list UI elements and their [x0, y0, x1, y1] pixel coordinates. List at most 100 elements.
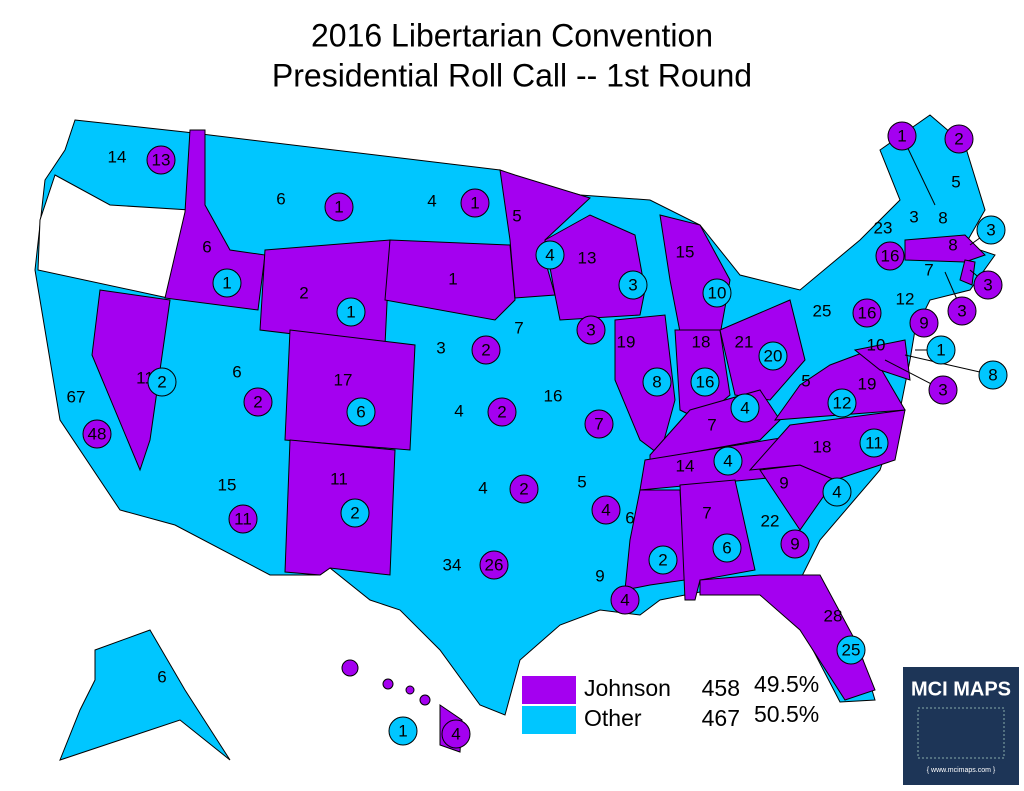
delegate-count: 8 [938, 208, 947, 227]
delegate-count: 48 [88, 424, 107, 443]
delegate-count: 4 [832, 482, 841, 501]
count-circle [978, 360, 1008, 390]
count-circle [859, 428, 889, 458]
delegate-count: 2 [253, 392, 262, 411]
count-circle [591, 495, 621, 525]
state [284, 329, 416, 451]
delegate-count: 3 [628, 275, 637, 294]
delegate-count: 1 [398, 721, 407, 740]
state [284, 439, 396, 576]
delegate-count: 2 [157, 372, 166, 391]
island [405, 685, 415, 695]
count-circle [471, 335, 501, 365]
delegate-count: 9 [790, 534, 799, 553]
legend-label: Johnson [584, 675, 671, 701]
delegate-count: 10 [867, 335, 886, 354]
delegate-count: 2 [954, 129, 963, 148]
count-circle [909, 308, 939, 338]
state [959, 259, 976, 286]
count-circle [340, 498, 370, 528]
state [853, 339, 911, 381]
delegate-count: 2 [497, 402, 506, 421]
count-circle [690, 367, 720, 397]
count-circle [460, 188, 490, 218]
count-circle [584, 409, 614, 439]
delegate-count: 5 [577, 472, 586, 491]
delegate-count: 7 [594, 414, 603, 433]
count-circle [346, 397, 376, 427]
count-circle [730, 393, 760, 423]
delegate-count: 5 [801, 371, 810, 390]
delegate-count: 16 [696, 372, 715, 391]
delegate-count: 15 [676, 242, 695, 261]
delegate-count: 14 [676, 456, 695, 475]
delegate-count: 7 [702, 503, 711, 522]
delegate-count: 2 [519, 479, 528, 498]
legend-count: 467 [702, 705, 740, 731]
delegate-count: 8 [948, 235, 957, 254]
delegate-count: 23 [874, 218, 893, 237]
delegate-count: 34 [443, 555, 462, 574]
delegate-count: 11 [234, 509, 252, 528]
delegate-count: 3 [983, 275, 992, 294]
delegate-count: 4 [451, 724, 460, 743]
delegate-count: 5 [512, 206, 521, 225]
state [384, 239, 516, 321]
count-circle [928, 375, 958, 405]
count-circle [702, 278, 732, 308]
count-circle [947, 296, 977, 326]
delegate-count: 22 [761, 511, 780, 530]
delegate-count: 15 [218, 475, 237, 494]
count-circle [388, 716, 418, 746]
logo-box [903, 667, 1019, 785]
count-circle [887, 121, 917, 151]
delegate-count: 1 [470, 193, 479, 212]
count-circle [758, 341, 788, 371]
delegate-count: 11 [865, 433, 883, 452]
delegate-count: 25 [842, 640, 861, 659]
state [699, 574, 876, 701]
delegate-count: 7 [924, 260, 933, 279]
count-circle [642, 367, 672, 397]
logo: MCI MAPS { www.mcimaps.com } [903, 667, 1019, 785]
delegate-count: 8 [988, 365, 997, 384]
delegate-count: 25 [813, 301, 832, 320]
delegate-count: 16 [544, 386, 563, 405]
count-circle [147, 367, 177, 397]
count-circle [487, 397, 517, 427]
delegate-count: 2 [350, 503, 359, 522]
count-circle [926, 335, 956, 365]
delegate-count: 2 [481, 340, 490, 359]
delegate-count: 14 [108, 147, 127, 166]
delegate-count: 7 [514, 318, 523, 337]
delegate-count: 2 [299, 283, 308, 302]
count-circle [336, 297, 366, 327]
legend-share: 50.5% [754, 701, 819, 727]
count-circle [146, 145, 176, 175]
delegate-count: 8 [652, 372, 661, 391]
delegate-count: 4 [620, 590, 629, 609]
count-circle [479, 550, 509, 580]
delegate-count: 6 [722, 538, 731, 557]
delegate-count: 11 [330, 469, 348, 488]
count-circle [82, 419, 112, 449]
count-circle [827, 388, 857, 418]
legend-swatch [522, 676, 576, 704]
count-circle [780, 529, 810, 559]
legend-label: Other [584, 705, 642, 731]
delegate-count: 21 [735, 332, 754, 351]
delegate-count: 1 [222, 273, 231, 292]
count-circle [576, 315, 606, 345]
delegate-count: 28 [824, 606, 843, 625]
delegate-count: 6 [625, 508, 634, 527]
count-circle [212, 268, 242, 298]
delegate-count: 6 [202, 237, 211, 256]
delegate-count: 20 [764, 346, 783, 365]
delegate-count: 13 [578, 248, 597, 267]
delegate-count: 6 [356, 402, 365, 421]
delegate-count: 7 [707, 415, 716, 434]
count-circle [973, 270, 1003, 300]
delegate-count: 3 [586, 320, 595, 339]
state [59, 629, 231, 761]
